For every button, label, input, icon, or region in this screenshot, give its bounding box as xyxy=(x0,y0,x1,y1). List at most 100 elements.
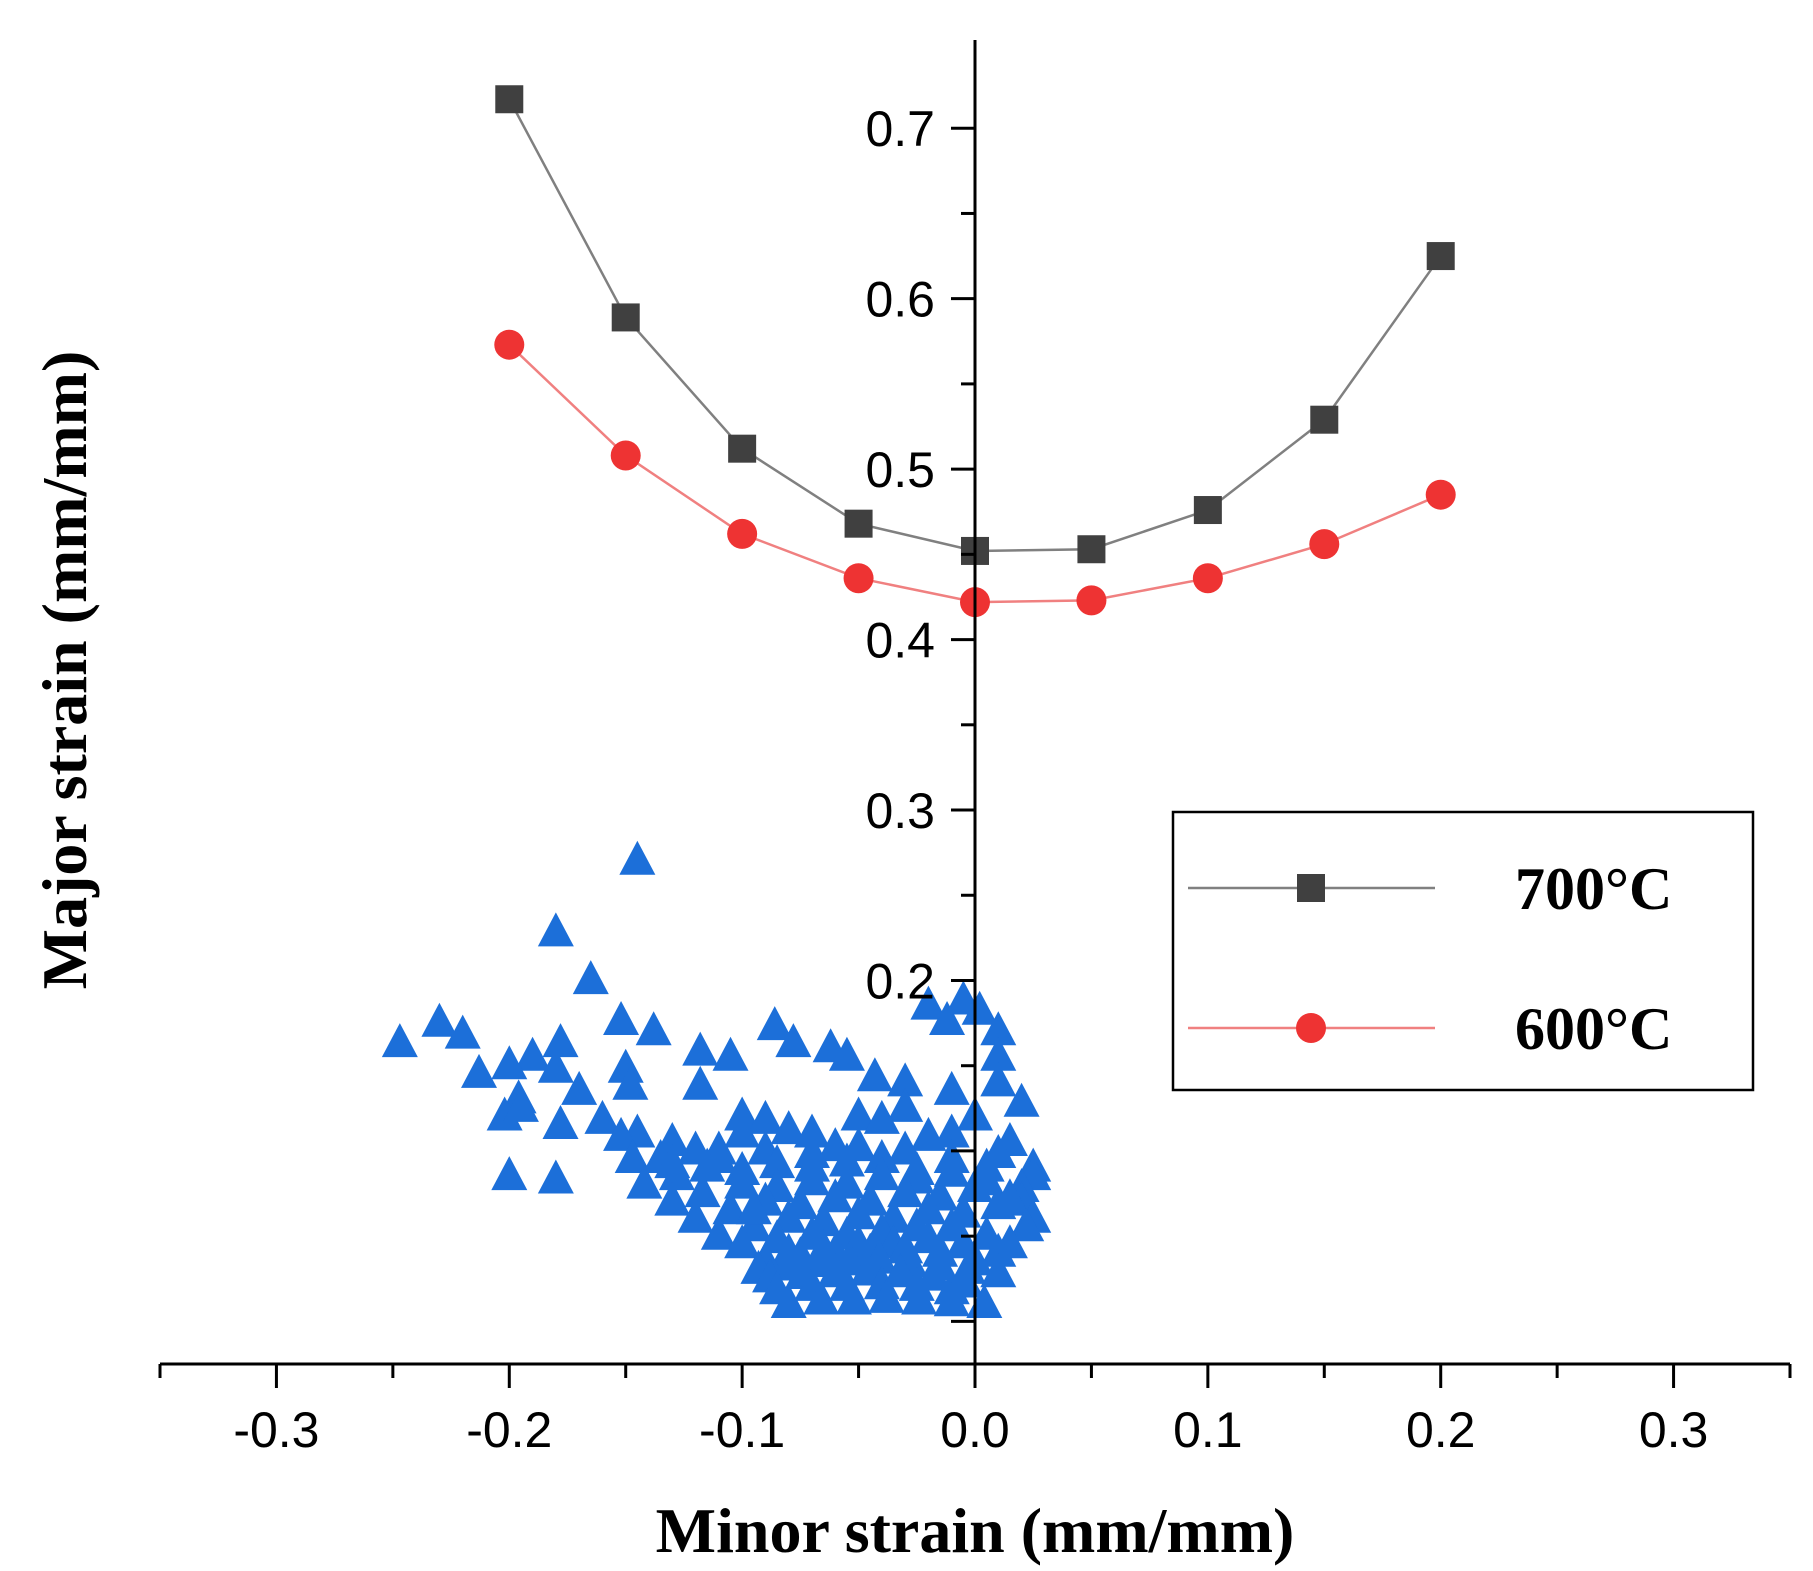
series-600c-point xyxy=(1425,479,1456,510)
measured-point xyxy=(759,1144,796,1179)
x-tick-label: 0.0 xyxy=(940,1402,1010,1458)
series-700c-point xyxy=(728,434,757,463)
series-600c-point xyxy=(1192,563,1223,594)
measured-point xyxy=(863,1156,900,1191)
measured-point xyxy=(735,1190,772,1225)
measured-point xyxy=(887,1087,924,1122)
measured-point xyxy=(882,1253,919,1288)
measured-point xyxy=(747,1099,784,1134)
measured-point xyxy=(863,1139,900,1174)
series-700c-point xyxy=(611,303,640,332)
series-700c-point xyxy=(1426,242,1455,271)
measured-point xyxy=(828,1036,865,1071)
measured-point xyxy=(828,1142,865,1177)
series-600c-point xyxy=(843,563,874,594)
measured-point xyxy=(950,1249,987,1284)
series-700c-point xyxy=(1193,496,1222,525)
measured-point xyxy=(887,1062,924,1097)
series-600c-point xyxy=(1309,529,1340,560)
measured-point xyxy=(491,1045,528,1080)
measured-point xyxy=(626,1164,663,1199)
measured-point xyxy=(561,1070,598,1105)
series-700c-point xyxy=(1310,405,1339,434)
legend-600c-marker xyxy=(1296,1013,1326,1043)
measured-point xyxy=(898,1266,935,1301)
measured-point xyxy=(537,1159,574,1194)
measured-point xyxy=(724,1164,761,1199)
measured-point xyxy=(1008,1207,1045,1242)
measured-point xyxy=(635,1011,672,1046)
x-tick-label: -0.1 xyxy=(699,1402,785,1458)
measured-point xyxy=(929,1000,966,1035)
measured-point xyxy=(775,1023,812,1058)
measured-point xyxy=(794,1161,830,1196)
x-tick-label: 0.1 xyxy=(1173,1402,1243,1458)
measured-point xyxy=(700,1215,737,1250)
series-700c-point xyxy=(495,85,524,114)
measured-point xyxy=(682,1031,719,1066)
measured-point xyxy=(444,1014,481,1049)
measured-point xyxy=(537,1048,574,1083)
measured-point xyxy=(770,1110,807,1145)
measured-point xyxy=(933,1113,970,1148)
series-600c-point xyxy=(610,440,641,471)
measured-point xyxy=(835,1280,872,1315)
measured-strain-points xyxy=(381,840,1052,1318)
measured-point xyxy=(542,1023,579,1058)
measured-point xyxy=(1003,1082,1040,1117)
legend-700c-marker xyxy=(1297,874,1325,902)
measured-point xyxy=(684,1173,721,1208)
measured-point xyxy=(961,990,998,1025)
measured-point xyxy=(933,1152,970,1187)
measured-point xyxy=(682,1065,719,1100)
measured-point xyxy=(572,960,609,995)
measured-point xyxy=(980,1253,1017,1288)
measured-point xyxy=(491,1156,528,1191)
series-700c-point xyxy=(1077,535,1106,564)
measured-point xyxy=(933,1282,970,1317)
x-axis-title: Minor strain (mm/mm) xyxy=(656,1495,1295,1566)
measured-point xyxy=(654,1181,691,1216)
series-600c-point xyxy=(494,329,525,360)
measured-point xyxy=(817,1178,854,1213)
measured-point xyxy=(910,985,947,1020)
y-tick-label: 0.5 xyxy=(865,442,935,498)
measured-point xyxy=(980,1062,1017,1097)
measured-point xyxy=(770,1283,807,1318)
measured-point xyxy=(712,1190,749,1225)
measured-point xyxy=(421,1002,458,1037)
measured-point xyxy=(712,1036,749,1071)
legend-700c-label: 700°C xyxy=(1515,856,1672,922)
measured-point xyxy=(689,1147,726,1182)
measured-point xyxy=(486,1096,523,1131)
measured-point xyxy=(614,1139,651,1174)
measured-point xyxy=(724,1096,761,1131)
measured-point xyxy=(980,1036,1017,1071)
measured-point xyxy=(619,840,656,875)
y-tick-label: 0.3 xyxy=(865,783,935,839)
measured-point xyxy=(980,1011,1017,1046)
series-600c-point xyxy=(727,518,758,549)
measured-point xyxy=(887,1173,924,1208)
series-600c-point xyxy=(1076,585,1107,616)
series-700c-point xyxy=(844,509,873,538)
measured-point xyxy=(868,1278,905,1313)
axes: -0.3 -0.2 -0.1 0.0 0.1 0.2 0.3 0.2 0.3 0.4 0.5 0.6 0… xyxy=(158,40,1792,1458)
x-tick-label: -0.3 xyxy=(233,1402,319,1458)
x-tick-label: 0.2 xyxy=(1406,1402,1476,1458)
y-tick-label: 0.4 xyxy=(865,613,935,669)
measured-point xyxy=(724,1224,761,1259)
measured-point xyxy=(537,912,574,947)
measured-point xyxy=(612,1065,649,1100)
measured-point xyxy=(514,1036,551,1071)
y-axis-title: Major strain (mm/mm) xyxy=(29,351,100,990)
measured-point xyxy=(803,1280,840,1315)
y-tick-label: 0.7 xyxy=(865,101,935,157)
measured-point xyxy=(677,1198,714,1233)
x-tick-label: -0.2 xyxy=(466,1402,552,1458)
legend-box xyxy=(1171,810,1755,1092)
measured-point xyxy=(856,1057,893,1092)
x-tick-label: 0.3 xyxy=(1639,1402,1709,1458)
